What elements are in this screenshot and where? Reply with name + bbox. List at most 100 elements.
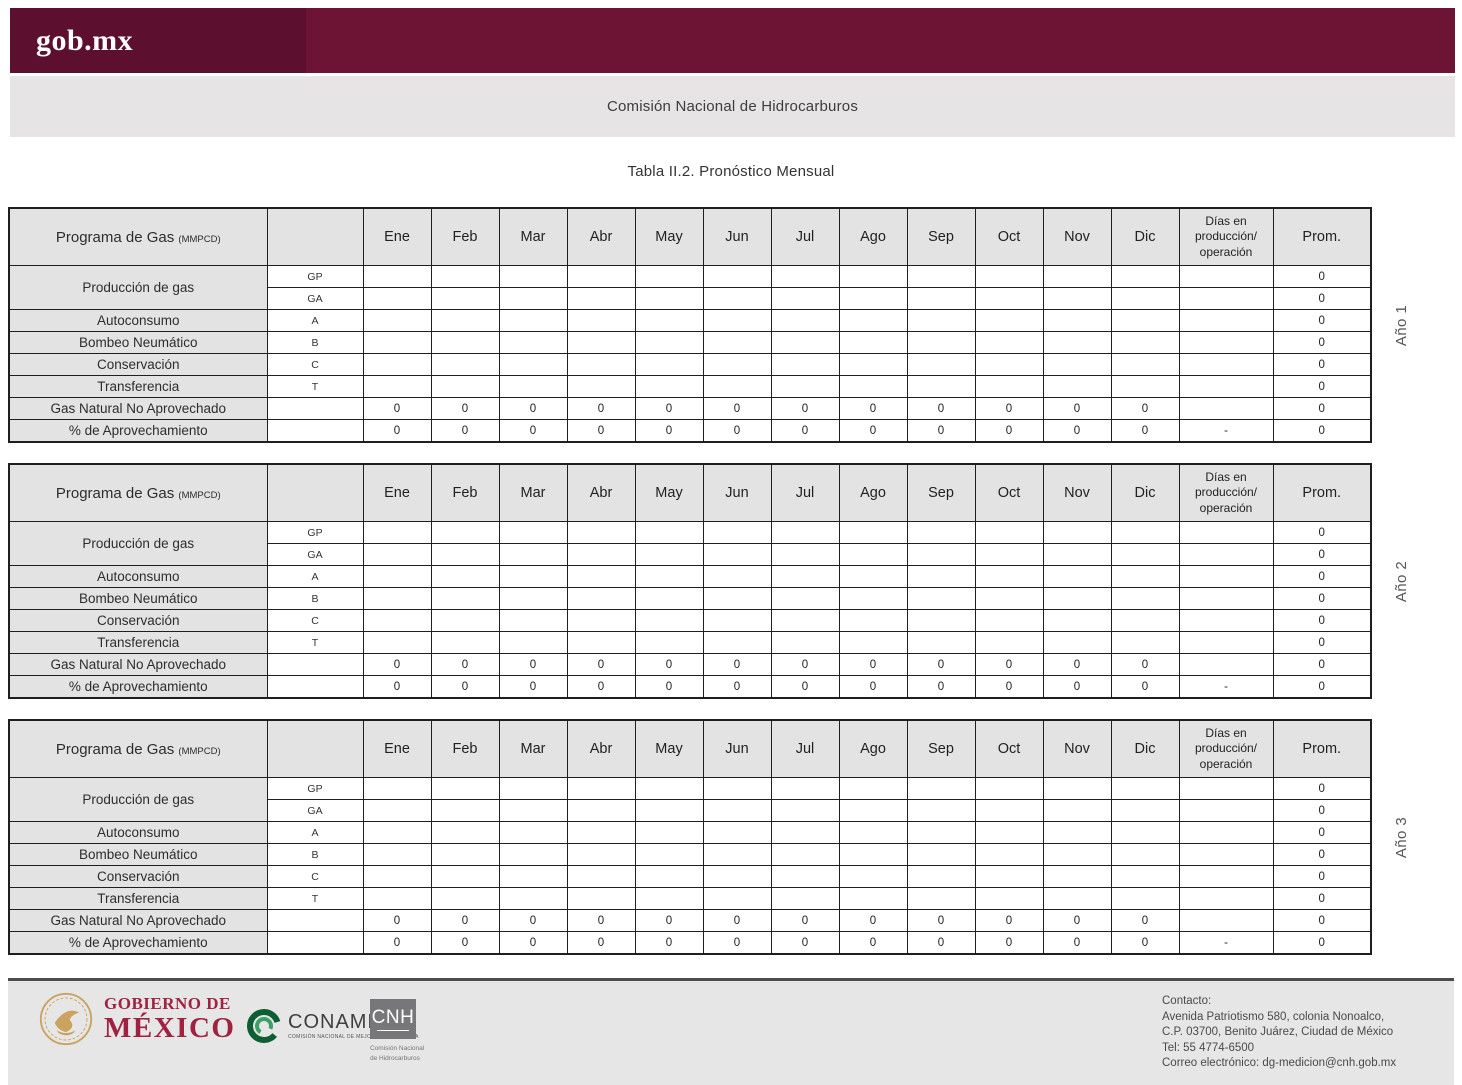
month-value-cell: 0 (838, 675, 908, 699)
month-value-cell: 0 (634, 931, 704, 955)
month-value-cell (566, 375, 636, 398)
month-value-cell (838, 799, 908, 822)
top-brand-bar: gob.mx (10, 8, 1455, 73)
month-value-cell (906, 353, 976, 376)
month-value-cell (634, 309, 704, 332)
month-value-cell (702, 887, 772, 910)
month-value-cell (498, 843, 568, 866)
table-row: Gas Natural No Aprovechado 0 0 0 0 0 0 0 0 0 0 0 0 0 (8, 909, 1372, 932)
table-row: GA 0 (9, 287, 1372, 310)
month-value-cell (838, 631, 908, 654)
average-value-cell: 0 (1272, 587, 1372, 610)
table-title-unit: (MMPCD) (178, 233, 221, 245)
month-value-cell (1042, 865, 1112, 888)
month-value-cell: 0 (974, 419, 1044, 443)
table-row: % de Aprovechamiento 0 0 0 0 0 0 0 0 0 0 0 0-0 (8, 675, 1372, 699)
month-value-cell: 0 (1110, 909, 1180, 932)
month-value-cell (974, 799, 1044, 822)
row-code: T (266, 631, 364, 654)
month-value-cell (974, 631, 1044, 654)
table-title-cell: Programa de Gas (MMPCD) (8, 463, 268, 522)
month-value-cell (362, 521, 432, 544)
days-in-production-header: Días en producción/ operación (1178, 463, 1274, 522)
month-value-cell (634, 799, 704, 822)
month-value-cell (634, 287, 704, 310)
year-table-block-1: Programa de Gas (MMPCD) Ene Feb Mar Abr May Ju… (8, 207, 1411, 443)
month-value-cell (770, 865, 840, 888)
month-header-mar: Mar (498, 207, 568, 266)
month-value-cell (770, 309, 840, 332)
row-code (266, 397, 364, 420)
month-header-may: May (634, 719, 704, 778)
month-value-cell (702, 265, 772, 288)
days-value-cell (1178, 653, 1274, 676)
month-value-cell: 0 (702, 653, 772, 676)
month-header-sep: Sep (906, 719, 976, 778)
page-title: Tabla II.2. Pronóstico Mensual (627, 163, 835, 180)
average-value-cell: 0 (1272, 309, 1372, 332)
row-code: A (266, 565, 364, 588)
month-value-cell (974, 331, 1044, 354)
row-code: A (266, 309, 364, 332)
month-header-ago: Ago (838, 719, 908, 778)
days-value-cell (1178, 843, 1274, 866)
month-value-cell (430, 631, 500, 654)
contact-block: Contacto: Avenida Patriotismo 580, colon… (1162, 994, 1396, 1072)
month-value-cell: 0 (634, 653, 704, 676)
month-value-cell (430, 799, 500, 822)
month-value-cell (430, 609, 500, 632)
month-value-cell (430, 375, 500, 398)
row-code (266, 419, 364, 443)
month-value-cell: 0 (770, 397, 840, 420)
month-value-cell (362, 265, 432, 288)
gob-line1: GOBIERNO DE (104, 993, 231, 1013)
month-value-cell: 0 (362, 909, 432, 932)
days-value-cell (1178, 353, 1274, 376)
days-value-cell (1178, 521, 1274, 544)
days-value-cell (1178, 887, 1274, 910)
row-label: Transferencia (8, 631, 268, 654)
month-value-cell: 0 (906, 419, 976, 443)
month-value-cell (634, 609, 704, 632)
month-value-cell (1042, 309, 1112, 332)
month-value-cell (430, 887, 500, 910)
table-row: Producción de gas GP 0 (8, 777, 1372, 822)
month-value-cell (702, 375, 772, 398)
month-value-cell: 0 (838, 931, 908, 955)
table-row: Bombeo Neumático B 0 (8, 587, 1372, 610)
month-value-cell (770, 587, 840, 610)
month-value-cell (1110, 565, 1180, 588)
month-value-cell (498, 565, 568, 588)
month-value-cell (566, 331, 636, 354)
month-header-sep: Sep (906, 463, 976, 522)
month-value-cell (634, 587, 704, 610)
month-value-cell: 0 (362, 397, 432, 420)
table-title-cell: Programa de Gas (MMPCD) (8, 719, 268, 778)
month-value-cell (838, 521, 908, 544)
month-value-cell (1042, 843, 1112, 866)
month-header-ene: Ene (362, 207, 432, 266)
month-header-nov: Nov (1042, 719, 1112, 778)
month-value-cell (430, 777, 500, 800)
month-value-cell (838, 865, 908, 888)
table-row: GA 0 (9, 543, 1372, 566)
month-value-cell (362, 375, 432, 398)
month-value-cell (906, 865, 976, 888)
month-value-cell (498, 521, 568, 544)
month-value-cell: 0 (566, 931, 636, 955)
average-value-cell: 0 (1272, 777, 1372, 800)
month-value-cell: 0 (498, 909, 568, 932)
month-value-cell (906, 309, 976, 332)
month-value-cell: 0 (906, 653, 976, 676)
row-label: % de Aprovechamiento (8, 419, 268, 443)
year-label-text: Año 2 (1393, 560, 1411, 602)
average-value-cell: 0 (1272, 631, 1372, 654)
average-value-cell: 0 (1272, 675, 1372, 699)
month-value-cell: 0 (838, 909, 908, 932)
footer: GOBIERNO DE MÉXICO CONAMER COMISIÓN NACI… (8, 978, 1454, 1085)
average-header: Prom. (1272, 719, 1372, 778)
month-value-cell: 0 (566, 675, 636, 699)
row-label: Transferencia (8, 375, 268, 398)
month-value-cell (770, 821, 840, 844)
month-value-cell: 0 (1110, 397, 1180, 420)
